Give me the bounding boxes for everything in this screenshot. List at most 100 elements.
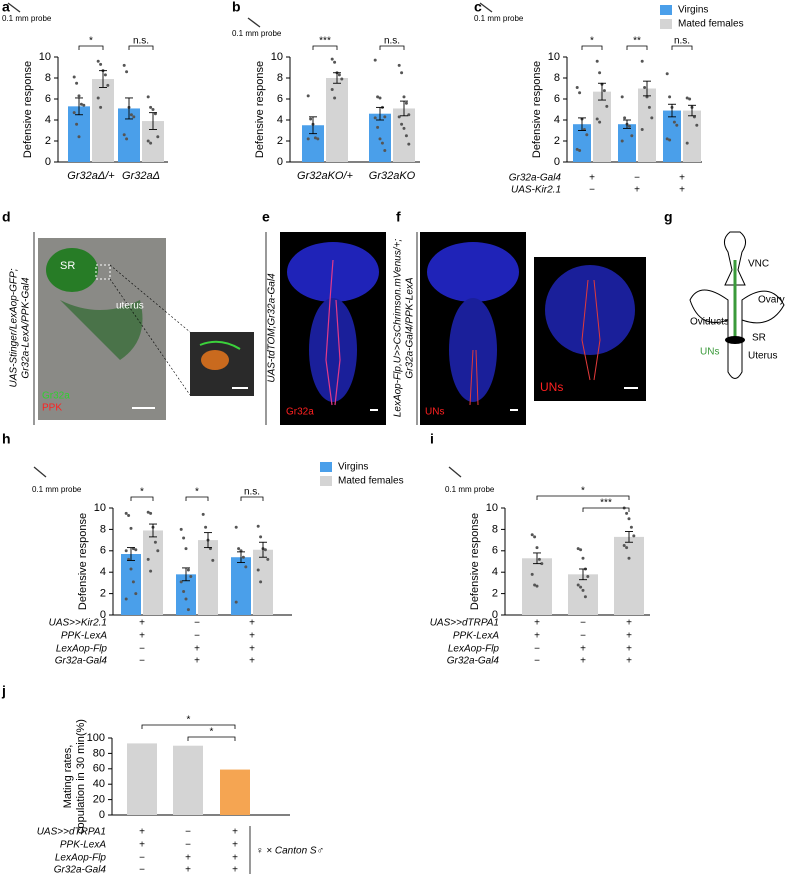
genotype-name: Gr32a-Gal4 — [447, 656, 500, 667]
data-point — [647, 105, 651, 109]
data-point — [625, 546, 629, 550]
data-point — [241, 555, 245, 559]
y-tick-label: 0 — [277, 156, 283, 168]
data-point — [122, 63, 126, 67]
genotype-mark: − — [194, 631, 200, 642]
data-point — [79, 102, 83, 106]
data-point — [72, 75, 76, 79]
sig-bracket — [187, 736, 236, 741]
genotype-mark: + — [626, 644, 632, 655]
data-point — [625, 511, 629, 515]
sig-label: * — [210, 727, 214, 738]
data-point — [373, 58, 377, 62]
data-point — [378, 96, 382, 100]
panel-letter: f — [396, 209, 401, 225]
genotype-mark: + — [626, 618, 632, 629]
data-point — [186, 608, 190, 612]
y-tick-label: 6 — [100, 545, 106, 557]
genotype-mark: + — [249, 618, 255, 629]
data-point — [146, 557, 150, 561]
data-point — [340, 77, 344, 81]
y-tick-label: 2 — [100, 588, 106, 600]
diagram-label: Oviducts — [690, 317, 729, 328]
probe-label: 0.1 mm probe — [232, 29, 282, 38]
data-point — [622, 543, 626, 547]
y-tick-label: 2 — [45, 135, 51, 147]
data-point — [602, 89, 606, 93]
channel-label: Gr32a — [42, 391, 70, 402]
micrograph-region — [201, 350, 229, 370]
data-point — [685, 96, 689, 100]
data-point — [533, 583, 537, 587]
data-point — [576, 583, 580, 587]
data-point — [259, 535, 263, 539]
genotype-name: LexAop-Flp — [55, 853, 107, 864]
data-point — [129, 567, 133, 571]
genotype-mark: − — [634, 173, 640, 184]
legend-swatch — [320, 462, 332, 472]
bar — [393, 108, 415, 162]
genotype-name: PPK-LexA — [61, 631, 107, 642]
y-tick-label: 0 — [45, 156, 51, 168]
genotype-name: PPK-LexA — [453, 631, 499, 642]
y-axis-label: Defensive response — [77, 513, 89, 610]
y-tick-label: 8 — [100, 523, 106, 535]
data-point — [306, 94, 310, 98]
data-point — [184, 547, 188, 551]
sig-label: ** — [633, 36, 641, 47]
panel-letter: h — [2, 431, 11, 447]
bar — [593, 91, 611, 162]
y-tick-label: 60 — [93, 763, 105, 775]
data-point — [627, 124, 631, 128]
data-point — [179, 580, 183, 584]
genotype-mark: − — [194, 618, 200, 629]
y-tick-label: 4 — [492, 566, 498, 578]
channel-label: UNs — [425, 407, 444, 418]
data-point — [156, 135, 160, 139]
genotype-mark: − — [139, 644, 145, 655]
genotype-name: PPK-LexA — [60, 840, 106, 851]
data-point — [402, 95, 406, 99]
data-point — [620, 139, 624, 143]
vnc-outline — [724, 231, 746, 286]
bar — [663, 110, 681, 162]
genotype-mark: + — [139, 827, 145, 838]
y-axis-label: Defensive response — [531, 61, 543, 158]
genotype-mark: + — [589, 173, 595, 184]
y-axis-label: Defensive response — [469, 513, 481, 610]
data-point — [578, 148, 582, 152]
genotype-mark: + — [232, 840, 238, 851]
data-point — [106, 83, 110, 87]
y-axis-label: Mating rates, — [62, 745, 74, 809]
bar — [683, 110, 701, 162]
data-point — [595, 59, 599, 63]
data-point — [632, 534, 636, 538]
data-point — [266, 557, 270, 561]
y-tick-label: 40 — [93, 778, 105, 790]
data-point — [129, 526, 133, 530]
legend-label: Virgins — [678, 5, 708, 16]
data-point — [586, 574, 590, 578]
data-point — [595, 117, 599, 121]
data-point — [400, 122, 404, 126]
bar — [143, 530, 163, 615]
sig-bracket — [130, 496, 154, 501]
data-point — [330, 57, 334, 61]
sig-bracket — [78, 45, 104, 50]
data-point — [156, 549, 160, 553]
data-point — [407, 142, 411, 146]
probe-icon — [33, 466, 47, 478]
genotype-mark: + — [580, 644, 586, 655]
data-point — [204, 525, 208, 529]
data-point — [309, 117, 313, 121]
bar — [231, 557, 251, 615]
genotype-name: UAS>>Kir2.1 — [49, 618, 107, 629]
data-point — [153, 540, 157, 544]
sig-bracket — [582, 507, 630, 512]
x-tick-label: Gr32aKO — [369, 170, 416, 182]
y-tick-label: 0 — [554, 156, 560, 168]
genotype-label: UAS-tdTOM;Gr32a-Gal4 — [267, 273, 278, 383]
data-point — [96, 96, 100, 100]
data-point — [129, 113, 133, 117]
